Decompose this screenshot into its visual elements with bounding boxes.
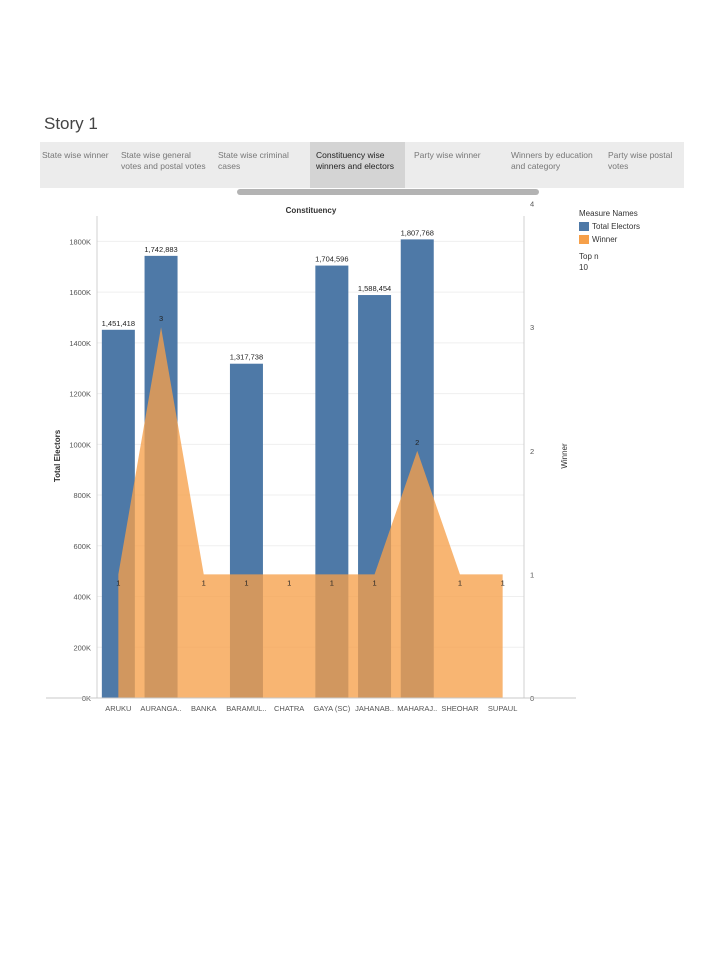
y-tick-label: 1800K [69,237,91,246]
x-tick-label: BARAMUL.. [226,704,266,713]
x-tick-label: SHEOHAR [441,704,479,713]
legend-item-winner[interactable]: Winner [579,233,640,246]
legend-swatch-winner [579,235,589,244]
chart-title: Constituency [286,206,337,215]
area-value-label: 2 [415,438,419,447]
bar-value-label: 1,807,768 [401,228,434,237]
area-value-label: 1 [330,578,334,587]
y-tick-label: 1600K [69,288,91,297]
area-value-label: 1 [202,578,206,587]
x-tick-label: GAYA (SC) [313,704,350,713]
area-winner [118,327,503,698]
bar-value-label: 1,451,418 [102,319,135,328]
area-value-label: 1 [372,578,376,587]
bar-value-label: 1,588,454 [358,284,391,293]
x-tick-label: CHATRA [274,704,304,713]
topn-parameter-label: Top n [579,252,599,261]
y2-tick-label: 3 [530,323,534,332]
story-point-party-postal-votes[interactable]: Party wise postal votes [608,150,673,171]
area-value-label: 1 [501,578,505,587]
bar-value-label: 1,317,738 [230,353,263,362]
x-tick-label: AURANGA.. [140,704,181,713]
y-tick-label: 1200K [69,390,91,399]
topn-parameter-value[interactable]: 10 [579,263,588,272]
story-navigator: State wise winner State wise general vot… [40,142,684,188]
legend-swatch-total-electors [579,222,589,231]
story-point-state-wise-winner[interactable]: State wise winner [42,150,109,160]
story-point-general-postal-votes[interactable]: State wise general votes and postal vote… [121,150,206,171]
area-value-label: 1 [116,578,120,587]
y-tick-label: 1000K [69,440,91,449]
legend: Measure Names Total Electors Winner Top … [579,209,640,272]
area-value-label: 1 [458,578,462,587]
y2-tick-label: 1 [530,570,534,579]
x-tick-label: MAHARAJ.. [397,704,437,713]
bar-value-label: 1,704,596 [315,255,348,264]
story-point-education-category[interactable]: Winners by education and category [511,150,593,171]
y-axis-title: Total Electors [53,429,62,482]
bar-value-label: 1,742,883 [144,245,177,254]
y-tick-label: 1400K [69,339,91,348]
legend-title: Measure Names [579,209,638,218]
story-point-criminal-cases[interactable]: State wise criminal cases [218,150,289,171]
story-point-constituency-winners[interactable]: Constituency wise winners and electors [310,142,405,188]
y-tick-label: 200K [73,643,91,652]
y-tick-label: 400K [73,593,91,602]
y-tick-label: 800K [73,491,91,500]
area-value-label: 1 [244,578,248,587]
story-point-party-wise-winner[interactable]: Party wise winner [414,150,481,160]
area-value-label: 3 [159,314,163,323]
x-tick-label: JAHANAB.. [355,704,394,713]
y2-axis-title: Winner [560,443,569,469]
legend-label-winner: Winner [592,235,618,244]
legend-item-total-electors[interactable]: Total Electors [579,220,640,233]
area-value-label: 1 [287,578,291,587]
y2-tick-label: 4 [530,200,534,209]
x-tick-label: SUPAUL [488,704,517,713]
legend-label-total-electors: Total Electors [592,222,641,231]
story-title: Story 1 [44,114,98,133]
navigator-scrollbar[interactable] [237,189,539,195]
x-tick-label: BANKA [191,704,216,713]
y2-tick-label: 2 [530,447,534,456]
x-tick-label: ARUKU [105,704,131,713]
y-tick-label: 600K [73,542,91,551]
